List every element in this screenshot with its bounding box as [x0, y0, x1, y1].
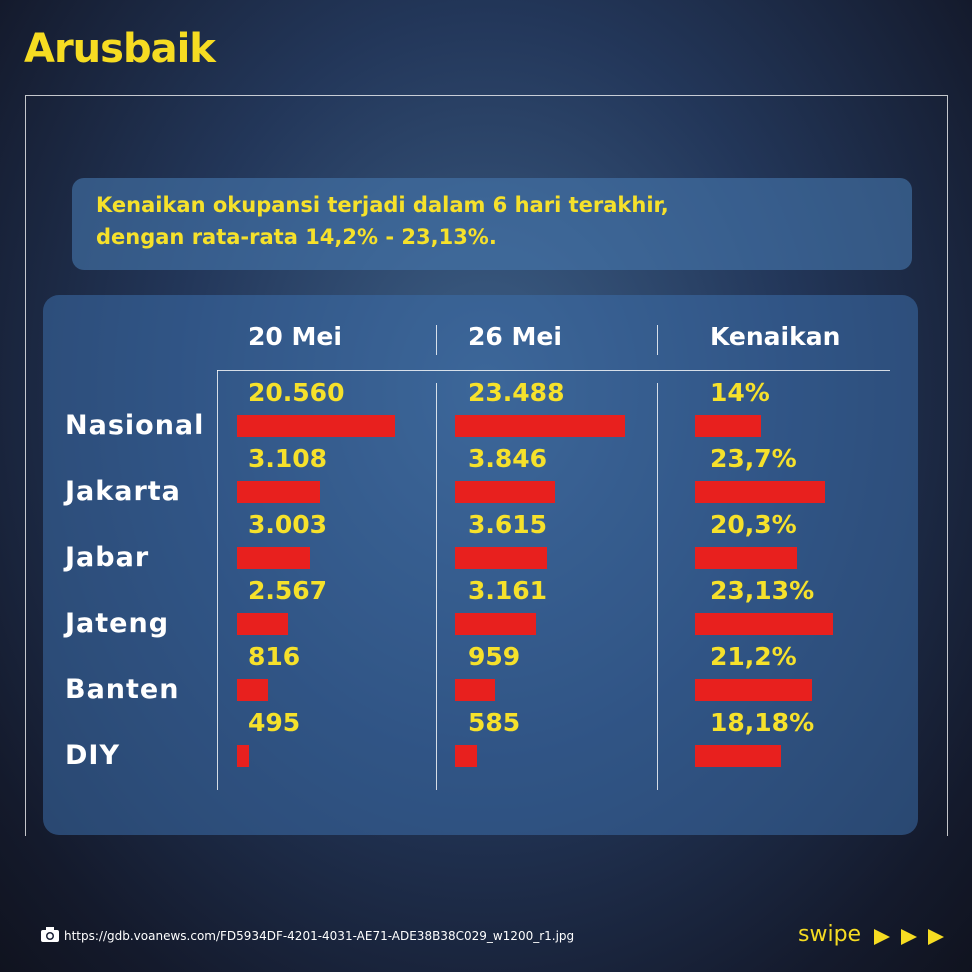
cell-bar — [237, 613, 288, 635]
row-label: Jateng — [65, 608, 170, 639]
column-header: 26 Mei — [468, 322, 562, 351]
cell-bar — [237, 547, 310, 569]
cell-value: 495 — [248, 708, 301, 737]
cell-bar — [237, 481, 320, 503]
cell-value: 3.615 — [468, 510, 548, 539]
brand: Arusbaik — [24, 26, 216, 72]
divider — [436, 383, 437, 790]
cell-value: 14% — [710, 378, 770, 407]
cell-bar — [455, 745, 477, 767]
cell-value: 21,2% — [710, 642, 797, 671]
divider — [657, 325, 658, 355]
cell-value: 959 — [468, 642, 521, 671]
cell-bar — [695, 415, 761, 437]
cell-value: 3.003 — [248, 510, 328, 539]
headline: dengan rata-rata 14,2% - 23,13%. — [96, 225, 497, 249]
cell-bar — [455, 679, 495, 701]
source: https://gdb.voanews.com/FD5934DF-4201-40… — [64, 929, 575, 943]
divider — [217, 370, 890, 371]
column-header: 20 Mei — [248, 322, 342, 351]
cell-bar — [695, 613, 833, 635]
swipe[interactable]: swipe — [798, 922, 862, 947]
headline-box — [72, 178, 912, 270]
cell-value: 816 — [248, 642, 301, 671]
cell-bar — [695, 481, 825, 503]
cell-value: 3.161 — [468, 576, 548, 605]
column-header: Kenaikan — [710, 322, 841, 351]
cell-value: 20,3% — [710, 510, 797, 539]
cell-bar — [237, 679, 268, 701]
cell-value: 23,13% — [710, 576, 815, 605]
row-label: Nasional — [65, 410, 205, 441]
cell-bar — [455, 547, 547, 569]
cell-bar — [237, 415, 395, 437]
cell-bar — [455, 481, 555, 503]
cell-bar — [695, 547, 797, 569]
cell-bar — [695, 745, 781, 767]
cell-bar — [237, 745, 249, 767]
row-label: DIY — [65, 740, 121, 771]
cell-value: 23,7% — [710, 444, 797, 473]
swipe-arrows[interactable] — [874, 927, 946, 947]
divider — [436, 325, 437, 355]
cell-value: 3.846 — [468, 444, 548, 473]
cell-value: 18,18% — [710, 708, 815, 737]
row-label: Jakarta — [65, 476, 181, 507]
divider — [657, 383, 658, 790]
row-label: Banten — [65, 674, 180, 705]
cell-bar — [455, 415, 625, 437]
row-label: Jabar — [65, 542, 150, 573]
cell-value: 3.108 — [248, 444, 328, 473]
cell-value: 2.567 — [248, 576, 328, 605]
cell-bar — [455, 613, 536, 635]
cell-value: 585 — [468, 708, 521, 737]
divider — [217, 370, 218, 790]
cell-value: 23.488 — [468, 378, 565, 407]
frame — [25, 95, 948, 836]
camera-icon — [41, 927, 59, 942]
cell-bar — [695, 679, 812, 701]
cell-value: 20.560 — [248, 378, 345, 407]
headline: Kenaikan okupansi terjadi dalam 6 hari t… — [96, 193, 669, 217]
